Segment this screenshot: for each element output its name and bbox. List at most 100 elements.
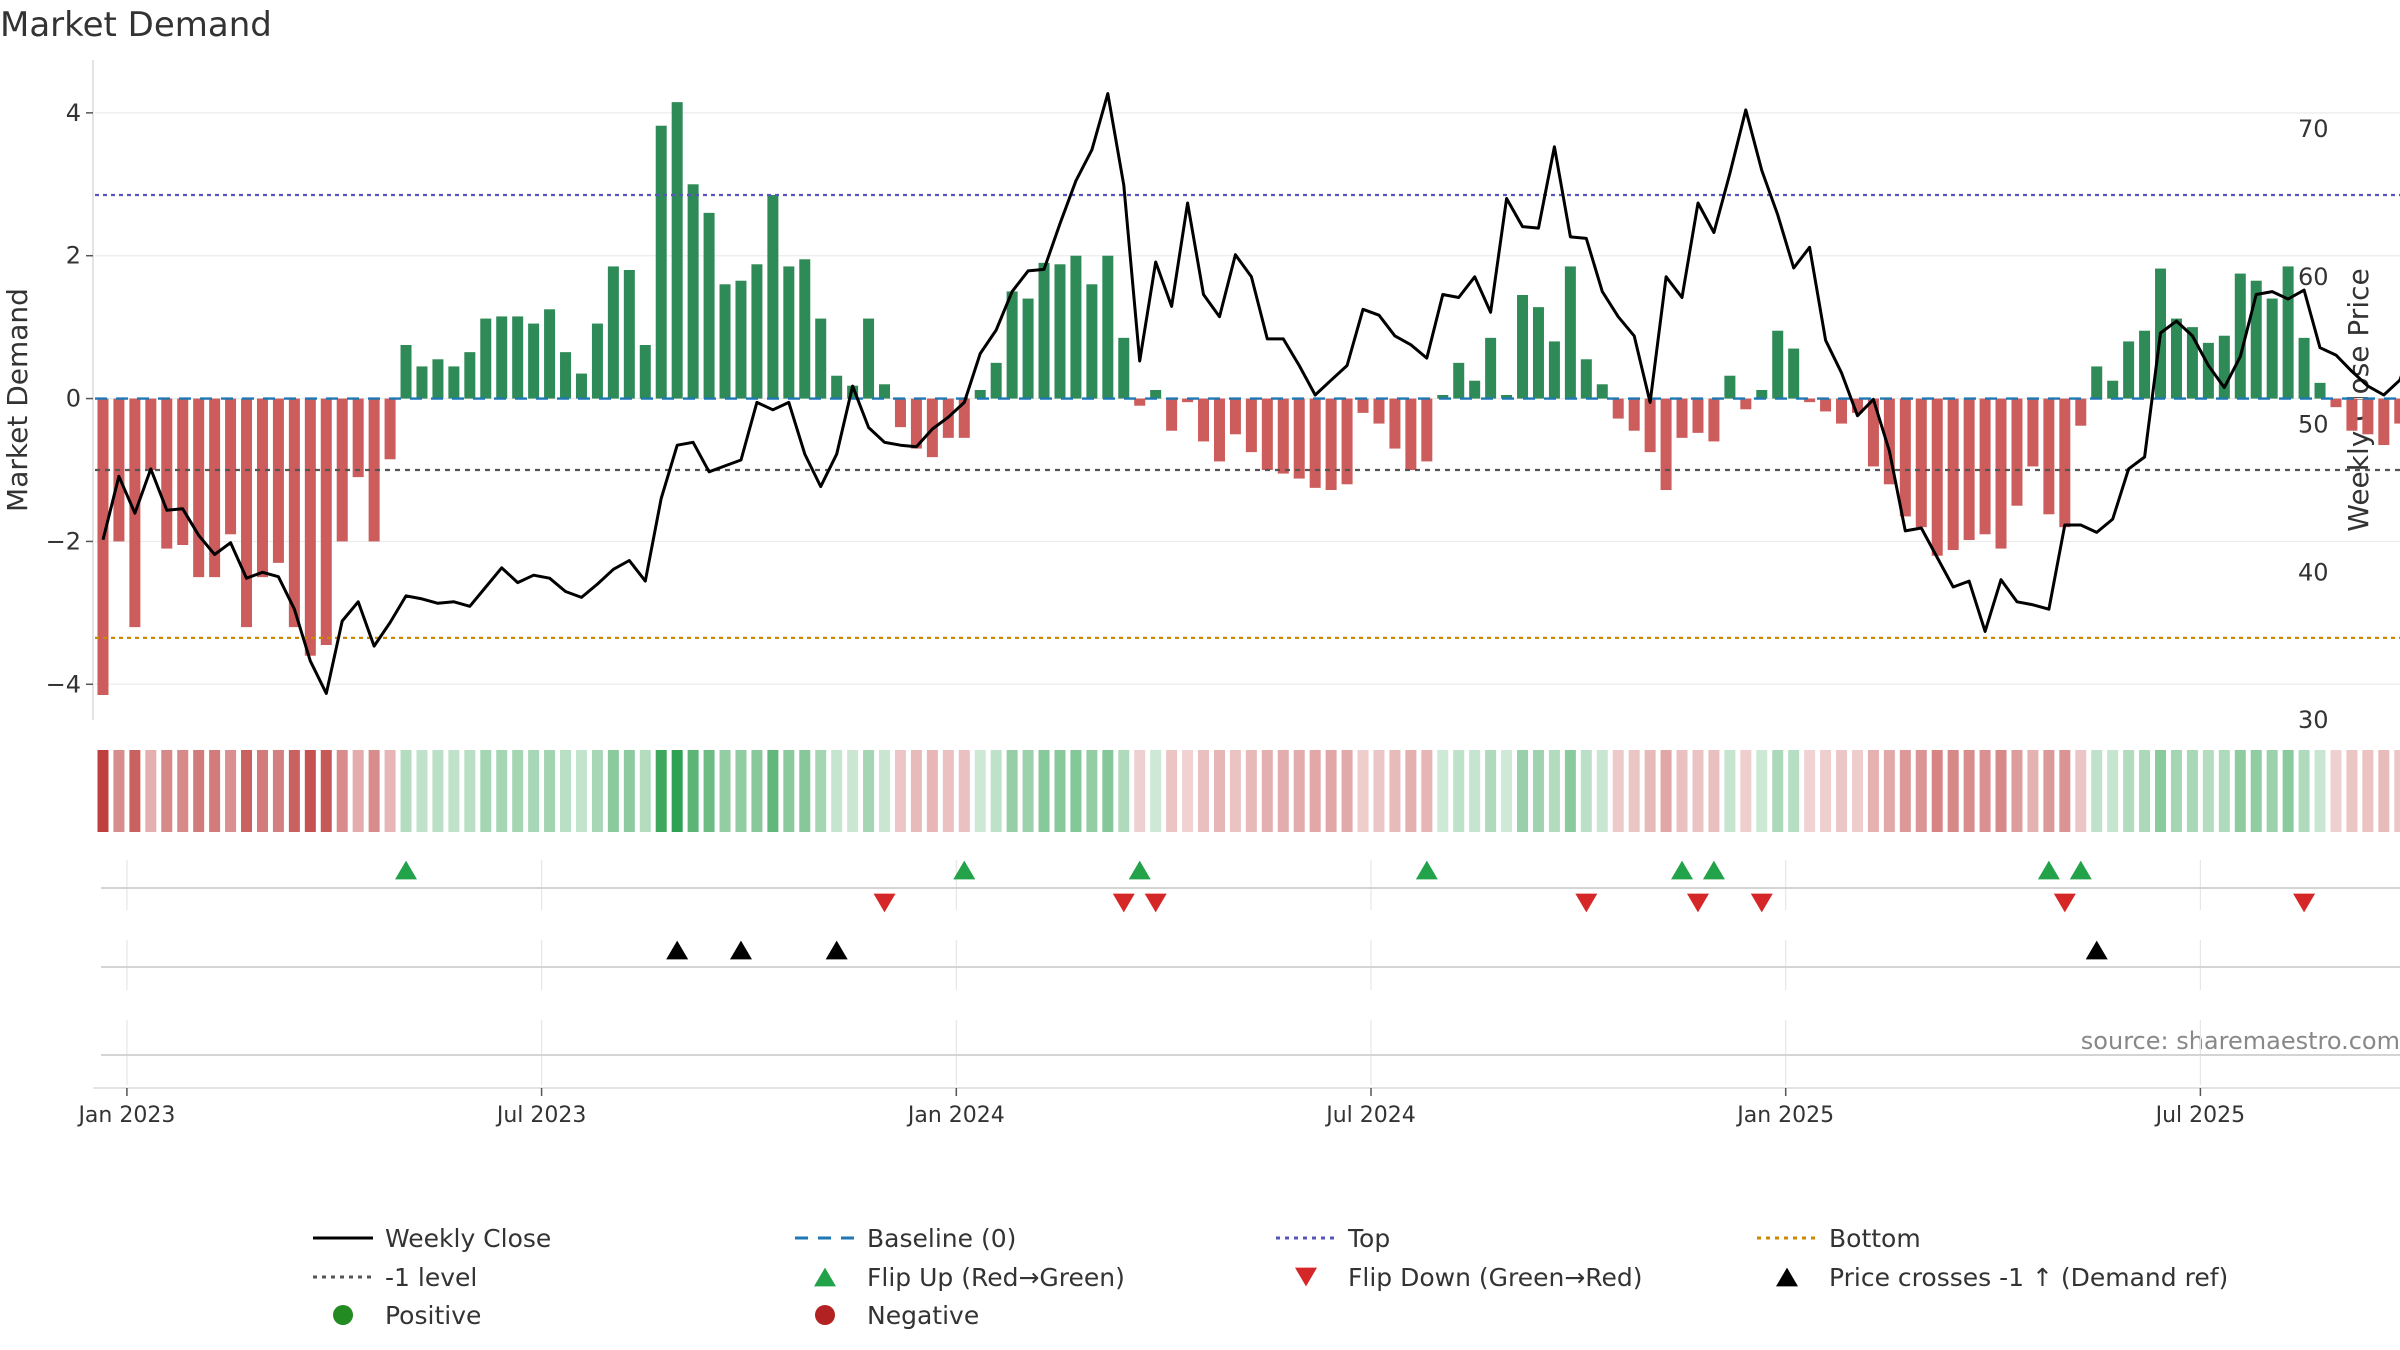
x-tick-label: Jan 2023 [76,1103,175,1128]
right-tick-label: 70 [2298,115,2329,143]
demand-bar-negative [1198,398,1210,442]
demand-bar-negative [1995,398,2007,549]
heat-cell [1357,750,1369,832]
heat-cell [129,750,141,832]
chart-title: Market Demand [0,5,272,45]
heat-cell [528,750,540,832]
heat-cell [241,750,253,832]
heat-cell [1660,750,1672,832]
demand-bar-positive [623,270,635,399]
demand-bar-negative [1660,398,1672,490]
demand-bar-negative [1389,398,1401,449]
demand-bar-negative [1405,398,1417,470]
demand-bar-positive [1724,375,1736,399]
left-tick-label: −4 [46,670,81,698]
x-tick-label: Jan 2025 [1735,1103,1834,1128]
demand-bar-negative [1166,398,1178,431]
heat-cell [193,750,205,832]
heat-cell [1405,750,1417,832]
demand-bar-positive [496,316,508,399]
heat-cell [926,750,938,832]
heat-cell [225,750,237,832]
source-attribution: source: sharemaestro.com [2081,1027,2400,1055]
x-tick-label: Jul 2025 [2154,1103,2246,1128]
heat-cell [1166,750,1178,832]
demand-bar-negative [1628,398,1640,431]
heat-cell [1309,750,1321,832]
heat-cell [815,750,827,832]
demand-bar-positive [2139,330,2151,399]
demand-bar-negative [97,398,109,695]
x-tick-label: Jul 2024 [1324,1103,1416,1128]
heat-cell [1820,750,1832,832]
legend-swatch-circle [815,1305,835,1325]
heat-cell [2027,750,2039,832]
demand-bar-positive [990,362,1002,399]
demand-bar-negative [2378,398,2390,445]
demand-bar-negative [384,398,396,460]
heat-cell [113,750,125,832]
heat-cell [1293,750,1305,832]
heat-cell [1134,750,1146,832]
demand-bar-negative [1612,398,1624,419]
heat-cell [400,750,412,832]
demand-bar-negative [161,398,173,549]
heat-cell [942,750,954,832]
heat-cell [1612,750,1624,832]
demand-bar-negative [958,398,970,438]
heat-cell [879,750,891,832]
demand-bar-negative [241,398,253,628]
heat-cell [416,750,428,832]
demand-bar-negative [1293,398,1305,479]
heat-cell [591,750,603,832]
heat-cell [145,750,157,832]
demand-bar-negative [177,398,189,545]
heat-cell [2139,750,2151,832]
heat-cell [304,750,316,832]
heat-cell [2346,750,2358,832]
demand-bar-negative [288,398,300,628]
heat-cell [607,750,619,832]
demand-bar-negative [1373,398,1385,424]
heat-cell [1740,750,1752,832]
demand-bar-negative [1309,398,1321,488]
demand-bar-positive [767,195,779,399]
legend-label: Price crosses -1 ↑ (Demand ref) [1829,1263,2228,1292]
x-tick-label: Jul 2023 [495,1103,587,1128]
legend-swatch-triangle-up [814,1267,836,1287]
flip-down-marker [1144,893,1167,913]
heat-cell [1022,750,1034,832]
heat-cell [2123,750,2135,832]
demand-bar-positive [831,375,843,399]
right-tick-label: 60 [2298,263,2329,291]
demand-bar-positive [2123,341,2135,399]
demand-bar-negative [272,398,284,563]
flip-up-marker [2037,860,2060,880]
axes: 4 2 0 −2 −4 70 60 50 40 30 [46,60,2329,734]
demand-bar-negative [1644,398,1656,453]
heat-cell [1836,750,1848,832]
demand-bar-positive [528,323,540,399]
demand-bar-negative [1883,398,1895,485]
demand-bar-negative [1277,398,1289,474]
flip-up-marker [1128,860,1151,880]
demand-bar-negative [2362,398,2374,435]
demand-bar-negative [1676,398,1688,438]
heat-cell [2043,750,2055,832]
demand-bar-positive [560,352,572,399]
heat-cell [1373,750,1385,832]
heat-cell [1229,750,1241,832]
heat-cell [1261,750,1273,832]
demand-bar-positive [1772,330,1784,399]
legend-label: -1 level [385,1263,477,1292]
demand-bar-positive [2107,380,2119,399]
flip-down-marker [1575,893,1598,913]
demand-bar-positive [1756,390,1768,399]
legend-label: Bottom [1829,1224,1921,1253]
heat-cell [464,750,476,832]
flip-markers-panel [101,860,2400,913]
heat-cell [2234,750,2246,832]
heat-cell [735,750,747,832]
